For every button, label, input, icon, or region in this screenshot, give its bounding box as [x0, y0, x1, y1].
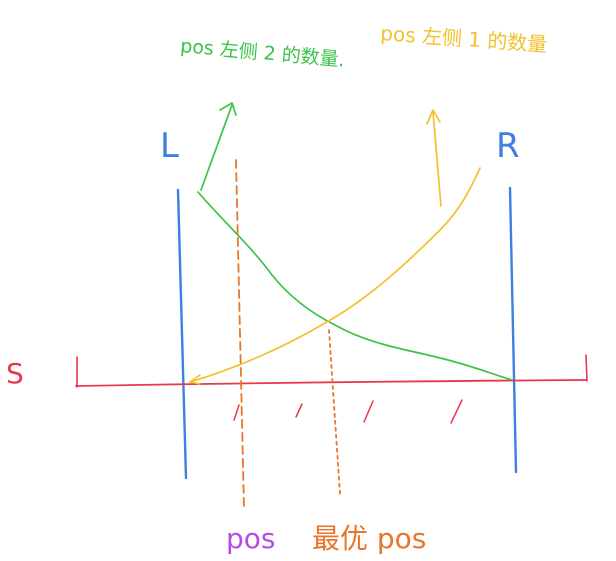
- right-boundary-label: R: [496, 126, 520, 166]
- green-curve: [197, 191, 513, 381]
- yellow-curve: [189, 167, 481, 383]
- best-pos-dotted-line: [328, 329, 341, 495]
- tick-mark: [233, 404, 240, 421]
- string-line: [75, 379, 587, 387]
- left-boundary-line: [176, 188, 188, 480]
- green-arrow-head: [219, 102, 237, 116]
- green-annotation-line1: pos 左侧 2 的数量.: [179, 35, 345, 71]
- best-pos-label: 最优 pos: [312, 522, 426, 555]
- yellow-annotation-text: pos 左侧 1 的数量: [380, 21, 548, 57]
- left-boundary-label: L: [160, 126, 179, 166]
- pos-dashed-line: [235, 159, 245, 509]
- yellow-start-arrow-head: [189, 374, 201, 385]
- tick-mark: [295, 403, 303, 418]
- right-boundary-line: [508, 186, 518, 474]
- tick-mark: [363, 400, 374, 423]
- yellow-arrow-head: [426, 109, 441, 125]
- green-annotation-text: pos 左侧 2 的数量.: [179, 35, 345, 71]
- pos-label: pos: [226, 522, 276, 555]
- tick-mark: [450, 399, 463, 424]
- string-label: S: [6, 357, 24, 390]
- green-arrow-shaft: [200, 104, 233, 191]
- yellow-arrow-shaft: [432, 111, 442, 207]
- string-right-bracket: [585, 354, 588, 382]
